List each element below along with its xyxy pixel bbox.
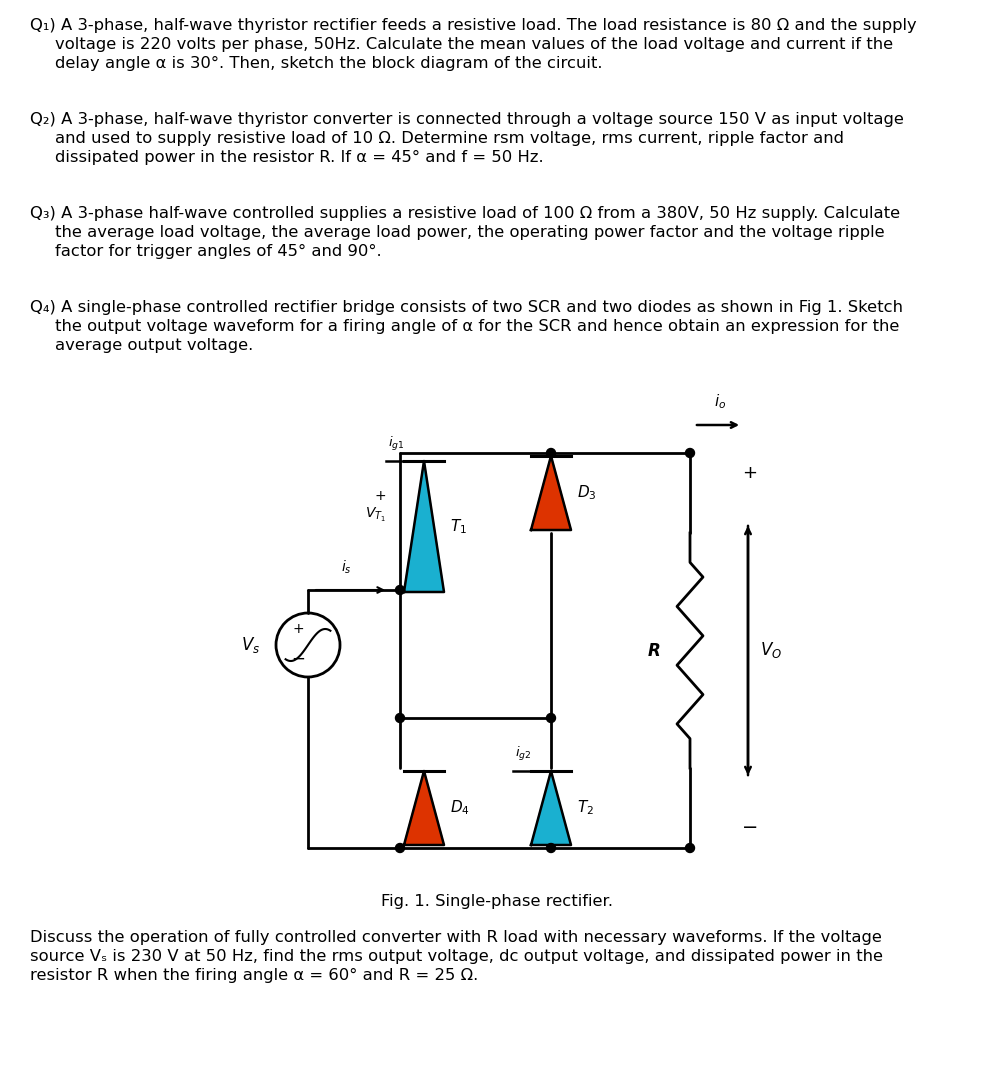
Circle shape [547,448,556,457]
Text: $D_4$: $D_4$ [450,799,470,817]
Circle shape [547,843,556,853]
Polygon shape [404,771,444,845]
Text: delay angle α is 30°. Then, sketch the block diagram of the circuit.: delay angle α is 30°. Then, sketch the b… [55,56,602,71]
Polygon shape [531,771,571,845]
Text: dissipated power in the resistor R. If α = 45° and f = 50 Hz.: dissipated power in the resistor R. If α… [55,150,544,165]
Text: $i_{g2}$: $i_{g2}$ [515,745,532,763]
Text: Discuss the operation of fully controlled converter with R load with necessary w: Discuss the operation of fully controlle… [30,930,882,945]
Text: Q₃) A 3-phase half-wave controlled supplies a resistive load of 100 Ω from a 380: Q₃) A 3-phase half-wave controlled suppl… [30,206,901,221]
Text: Q₁) A 3-phase, half-wave thyristor rectifier feeds a resistive load. The load re: Q₁) A 3-phase, half-wave thyristor recti… [30,18,916,33]
Text: average output voltage.: average output voltage. [55,338,253,353]
Text: $V_O$: $V_O$ [760,640,782,661]
Text: Fig. 1. Single-phase rectifier.: Fig. 1. Single-phase rectifier. [381,894,613,909]
Text: $i_s$: $i_s$ [341,558,351,576]
Circle shape [686,448,695,457]
Text: +: + [743,464,757,482]
Text: $V_s$: $V_s$ [241,635,260,655]
Text: resistor R when the firing angle α = 60° and R = 25 Ω.: resistor R when the firing angle α = 60°… [30,968,478,983]
Text: $T_2$: $T_2$ [577,799,594,817]
Text: −: − [742,818,758,838]
Text: factor for trigger angles of 45° and 90°.: factor for trigger angles of 45° and 90°… [55,244,382,259]
Polygon shape [404,461,444,592]
Text: $i_{g1}$: $i_{g1}$ [388,436,405,453]
Text: R: R [647,641,660,660]
Text: −: − [291,650,305,668]
Circle shape [396,714,405,722]
Circle shape [396,843,405,853]
Text: the average load voltage, the average load power, the operating power factor and: the average load voltage, the average lo… [55,225,885,240]
Text: voltage is 220 volts per phase, 50Hz. Calculate the mean values of the load volt: voltage is 220 volts per phase, 50Hz. Ca… [55,37,894,52]
Text: $D_3$: $D_3$ [577,484,596,502]
Text: +: + [292,622,304,636]
Circle shape [396,585,405,594]
Circle shape [547,714,556,722]
Circle shape [686,843,695,853]
Polygon shape [531,456,571,530]
Text: Q₄) A single-phase controlled rectifier bridge consists of two SCR and two diode: Q₄) A single-phase controlled rectifier … [30,300,903,315]
Text: and used to supply resistive load of 10 Ω. Determine rsm voltage, rms current, r: and used to supply resistive load of 10 … [55,132,844,146]
Text: $T_1$: $T_1$ [450,517,467,536]
Text: $i_o$: $i_o$ [714,392,727,411]
Text: +: + [374,489,386,503]
Text: source Vₛ is 230 V at 50 Hz, find the rms output voltage, dc output voltage, and: source Vₛ is 230 V at 50 Hz, find the rm… [30,949,883,964]
Text: Q₂) A 3-phase, half-wave thyristor converter is connected through a voltage sour: Q₂) A 3-phase, half-wave thyristor conve… [30,112,904,127]
Text: the output voltage waveform for a firing angle of α for the SCR and hence obtain: the output voltage waveform for a firing… [55,319,900,334]
Text: $V_{T_1}$: $V_{T_1}$ [365,506,386,524]
